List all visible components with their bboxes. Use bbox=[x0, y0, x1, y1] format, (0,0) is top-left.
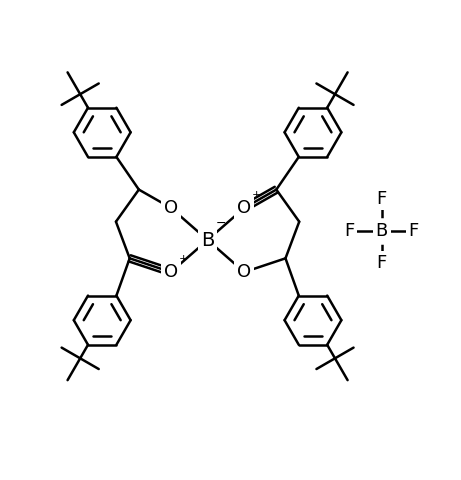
Text: B: B bbox=[201, 230, 214, 250]
Text: O: O bbox=[164, 199, 178, 217]
Text: F: F bbox=[408, 222, 419, 240]
Text: −: − bbox=[216, 216, 226, 229]
Text: F: F bbox=[377, 190, 387, 208]
Text: O: O bbox=[237, 263, 251, 281]
Text: O: O bbox=[164, 263, 178, 281]
Text: B: B bbox=[376, 222, 388, 240]
Text: +: + bbox=[179, 254, 188, 264]
Text: F: F bbox=[377, 254, 387, 272]
Text: O: O bbox=[237, 199, 251, 217]
Text: +: + bbox=[252, 190, 261, 200]
Text: F: F bbox=[344, 222, 355, 240]
